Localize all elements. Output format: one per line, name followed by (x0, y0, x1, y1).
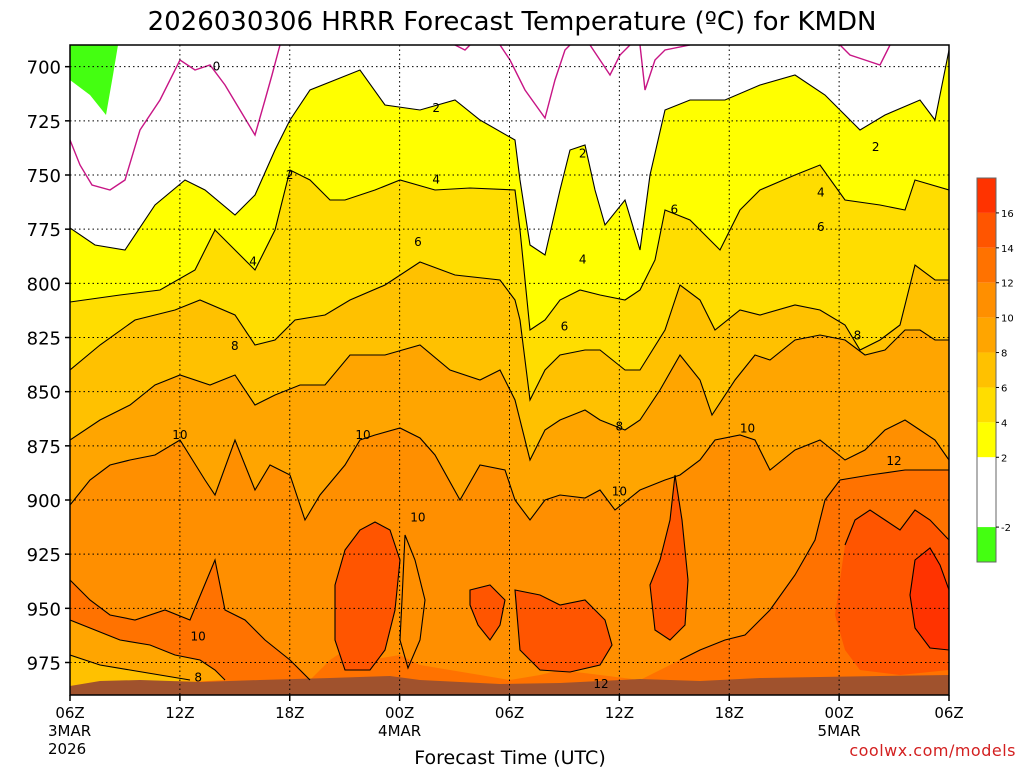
colorbar-frame (976, 177, 997, 563)
x-tick-date: 5MAR (818, 722, 861, 740)
colorbar-bin (977, 422, 996, 458)
contour-label: 12 (593, 677, 608, 691)
fill-red-orange-band (335, 475, 949, 675)
y-tick-label: 825 (27, 329, 61, 350)
contour-label: 4 (432, 172, 440, 186)
contour-labels: 0 2 2 2 2 4 4 4 4 6 6 6 6 8 8 8 10 10 10 10 10 10 8 12 12 (172, 60, 901, 692)
x-tick-year: 2026 (48, 740, 86, 758)
colorbar-tick-label: -2 (1001, 523, 1011, 534)
y-axis-ticks: 700 725 750 775 800 825 850 875 900 925 950 975 (27, 58, 70, 675)
y-tick-label: 975 (27, 654, 61, 675)
x-tick-date: 3MAR (48, 722, 91, 740)
colorbar-tick-label: 2 (1001, 453, 1007, 464)
contour-label: 0 (213, 60, 221, 74)
x-tick-label: 12Z (165, 704, 194, 722)
contour-label: 8 (194, 671, 202, 685)
contour-lines (70, 49, 949, 681)
contour-label: 2 (286, 168, 294, 182)
contour-label: 4 (579, 253, 587, 267)
contour-label: 10 (191, 630, 206, 644)
chart-title: 2026030306 HRRR Forecast Temperature (ºC… (148, 7, 877, 37)
x-tick-label: 06Z (934, 704, 963, 722)
grid-lines (70, 45, 949, 695)
colorbar-bin (977, 457, 996, 528)
y-tick-label: 925 (27, 545, 61, 566)
y-tick-label: 950 (27, 599, 61, 620)
contour-label: 10 (355, 428, 370, 442)
contour-label: 6 (414, 235, 422, 249)
contour-label: 8 (854, 328, 862, 342)
contour-label: 8 (231, 339, 239, 353)
y-tick-label: 775 (27, 220, 61, 241)
y-tick-label: 800 (27, 274, 61, 295)
credit-text: coolwx.com/models (849, 741, 1016, 760)
colorbar: 16 14 12 10 8 6 4 2 -2 (976, 177, 1014, 563)
colorbar-tick-label: 10 (1001, 314, 1014, 325)
x-tick-label: 12Z (605, 704, 634, 722)
contour-label: 10 (612, 484, 627, 498)
y-tick-label: 750 (27, 166, 61, 187)
fill-green-band (70, 45, 118, 115)
colorbar-bin (977, 282, 996, 318)
y-tick-label: 875 (27, 437, 61, 458)
colorbar-tick-label: 16 (1001, 209, 1014, 220)
contour-label: 10 (740, 422, 755, 436)
x-tick-label: 18Z (275, 704, 304, 722)
y-tick-label: 850 (27, 383, 61, 404)
x-tick-date: 4MAR (378, 722, 421, 740)
contour-label: 6 (817, 220, 825, 234)
colorbar-tick-label: 6 (1001, 383, 1007, 394)
colorbar-tick-label: 14 (1001, 244, 1014, 255)
colorbar-tick-label: 4 (1001, 418, 1007, 429)
x-tick-label: 00Z (824, 704, 853, 722)
colorbar-bin (977, 247, 996, 283)
colorbar-bin (977, 317, 996, 353)
contour-label: 2 (579, 146, 587, 160)
contour-label: 2 (872, 140, 880, 154)
contour-label: 4 (817, 185, 825, 199)
x-tick-label: 00Z (385, 704, 414, 722)
fill-red-band (910, 548, 949, 650)
colorbar-bin (977, 212, 996, 248)
contour-label: 8 (616, 419, 624, 433)
contour-label: 4 (249, 255, 257, 269)
x-axis-title: Forecast Time (UTC) (414, 747, 605, 768)
x-tick-label: 06Z (55, 704, 84, 722)
colorbar-bin (977, 178, 996, 213)
contour-label: 2 (432, 101, 440, 115)
contour-label: 6 (561, 320, 569, 334)
y-tick-label: 725 (27, 112, 61, 133)
plot-fill (70, 45, 949, 695)
x-tick-label: 18Z (715, 704, 744, 722)
x-tick-label: 06Z (495, 704, 524, 722)
contour-label: 10 (410, 510, 425, 524)
y-tick-label: 900 (27, 491, 61, 512)
colorbar-tick-label: 12 (1001, 279, 1014, 290)
contour-label: 6 (670, 203, 678, 217)
colorbar-bin (977, 527, 996, 562)
colorbar-bin (977, 387, 996, 423)
contour-label: 10 (172, 428, 187, 442)
contour-label: 12 (886, 454, 901, 468)
colorbar-tick-label: 8 (1001, 349, 1007, 360)
colorbar-bin (977, 352, 996, 388)
y-tick-label: 700 (27, 58, 61, 79)
